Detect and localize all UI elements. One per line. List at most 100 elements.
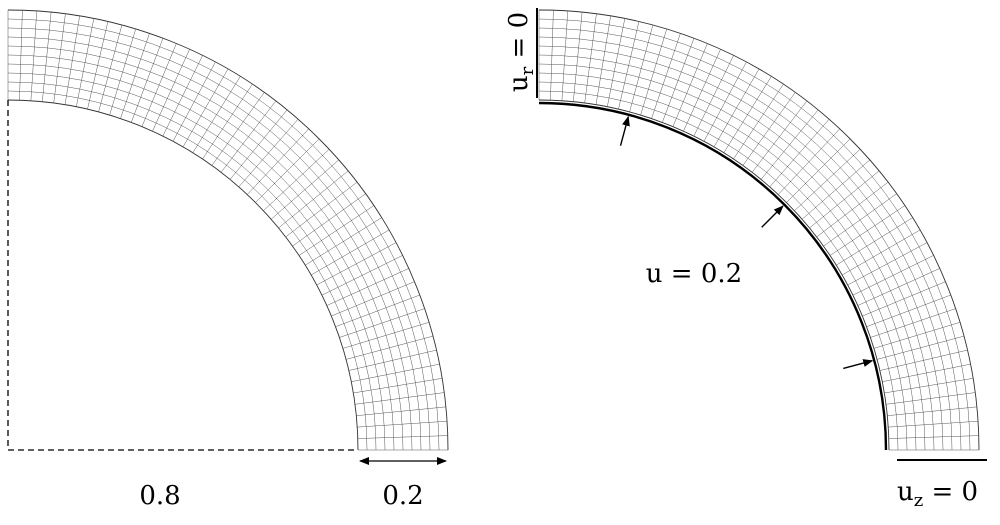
mesh-ring-line [7,81,377,451]
bottom-boundary-condition-label: uz = 0 [897,477,978,511]
mesh-spoke-line [162,55,203,137]
mesh-spoke-line [733,84,784,160]
mesh-spoke-line [263,149,330,211]
inner-radius-label: 0.8 [139,481,180,511]
mesh-spoke-line [809,170,880,229]
mesh-spoke-line [346,335,434,360]
mesh-spoke-line [823,193,897,247]
mesh-spoke-line [629,24,654,112]
mesh-spoke-line [172,61,216,142]
mesh-spoke-line [778,128,840,195]
mesh-spoke-line [64,15,80,105]
mesh-spoke-line [723,76,772,153]
mesh-spoke-line [662,38,695,123]
load-arrows [619,115,874,370]
mesh-spoke-line [211,92,265,166]
mesh-spoke-line [109,28,136,116]
mesh-ring-line [538,63,926,451]
mesh-spoke-line [742,92,796,166]
mesh-spoke-line [202,84,253,160]
mesh-ring-line [7,54,404,451]
top-bc-rest: = 0 [504,12,534,67]
mesh-spoke-line [870,308,956,338]
mesh-spoke-line [339,308,425,338]
mesh-spoke-line [786,138,851,203]
mesh-ring-line [538,54,935,451]
mesh-spoke-line [326,268,409,306]
mesh-spoke-line [182,68,229,148]
mesh-ring-line [538,36,953,451]
mesh-spoke-line [331,281,415,317]
mesh-spoke-line [836,217,913,266]
top-bc-subscript: r [517,66,538,75]
bottom-bc-rest: = 0 [923,477,978,507]
mesh-spoke-line [131,38,164,123]
mesh-boundary-arc [538,9,980,451]
mesh-spoke-line [887,406,977,416]
mesh-boundary-arc [7,9,449,451]
mesh-spoke-line [584,13,597,104]
mesh-spoke-line [882,363,971,382]
mesh-spoke-line [651,33,681,119]
mesh-spoke-line [270,159,339,220]
mesh-spoke-line [310,229,390,276]
mesh-ring-line [7,27,431,451]
mesh-spoke-line [857,268,940,306]
mesh-spoke-line [866,294,951,327]
mesh-spoke-line [760,109,819,180]
right-figure: ur = 0 uz = 0 u = 0.2 [504,8,987,511]
mesh-spoke-line [351,363,440,382]
loaded-inner-boundary [538,101,888,451]
mesh-spoke-line [192,76,241,153]
mesh-ring-line [7,72,386,451]
mesh-spoke-line [879,349,968,371]
mesh-spoke-line [278,170,349,229]
mesh-spoke-line [672,43,708,127]
mesh-spoke-line [884,378,974,394]
displacement-load-label: u = 0.2 [646,259,742,289]
mesh-spoke-line [888,420,979,428]
mesh-spoke-line [30,10,38,101]
mesh-spoke-line [693,55,734,137]
mesh-ring-line [7,36,422,451]
mesh-spoke-line [42,12,52,102]
mesh-spoke-line [305,217,382,266]
mesh-spoke-line [357,435,448,439]
top-bc-var: u [504,75,534,92]
mesh-spoke-line [98,24,123,112]
mesh-spoke-line [852,255,934,296]
mesh-spoke-line [640,28,667,116]
mesh-spoke-line [888,435,979,439]
right-annulus-mesh [538,9,980,451]
mesh-spoke-line [877,335,965,360]
mesh-spoke-line [238,119,299,188]
mesh-spoke-line [561,10,569,101]
load-arrow [619,115,630,146]
mesh-spoke-line [255,138,320,203]
thickness-label: 0.2 [382,481,423,511]
mesh-spoke-line [152,49,190,132]
mesh-ring-line [538,18,971,451]
mesh-spoke-line [873,322,961,349]
load-arrow [843,359,874,370]
mesh-spoke-line [316,242,397,286]
left-annulus-mesh [7,9,449,451]
mesh-spoke-line [285,181,358,238]
mesh-spoke-line [607,18,626,107]
mesh-spoke-line [703,61,747,142]
top-boundary-condition-label: ur = 0 [504,12,538,92]
mesh-ring-line [7,18,440,451]
mesh-spoke-line [321,255,403,296]
mesh-spoke-line [847,242,928,286]
mesh-spoke-line [751,100,808,173]
mesh-spoke-line [247,128,309,195]
mesh-spoke-line [354,392,445,405]
mesh-spoke-line [19,10,23,101]
mesh-spoke-line [841,229,921,276]
mesh-spoke-line [829,205,905,256]
mesh-spoke-line [353,378,443,394]
mesh-spoke-line [87,21,109,110]
mesh-spoke-line [885,392,976,405]
